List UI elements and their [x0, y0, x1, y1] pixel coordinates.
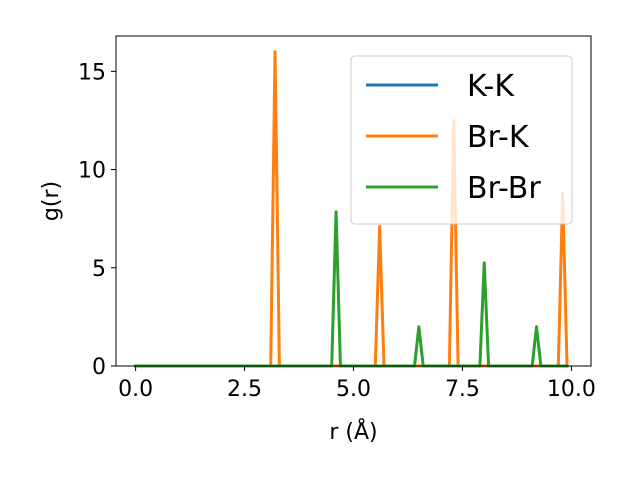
legend-box	[350, 55, 573, 225]
y-tick-label: 5	[92, 257, 106, 282]
x-tick-label: 0.0	[118, 377, 153, 402]
y-tick-label: 0	[92, 355, 106, 380]
tick-group: 0.0 2.5 5.0 7.5 10.0 0 5 10 15	[78, 60, 596, 402]
x-tick-label: 2.5	[227, 377, 262, 402]
x-axis-label: r (Å)	[329, 418, 377, 445]
series-line-br-br	[134, 210, 569, 368]
legend-label: Br-K	[467, 120, 530, 155]
x-tick-label: 5.0	[336, 377, 371, 402]
y-tick-label: 10	[78, 159, 106, 184]
x-tick-label: 7.5	[445, 377, 480, 402]
y-tick-label: 15	[78, 60, 106, 85]
x-tick-label: 10.0	[547, 377, 596, 402]
y-axis-label: g(r)	[39, 181, 64, 221]
legend-label: Br-Br	[467, 171, 541, 206]
legend: K-K Br-K Br-Br	[350, 55, 573, 225]
legend-label: K-K	[467, 69, 515, 104]
